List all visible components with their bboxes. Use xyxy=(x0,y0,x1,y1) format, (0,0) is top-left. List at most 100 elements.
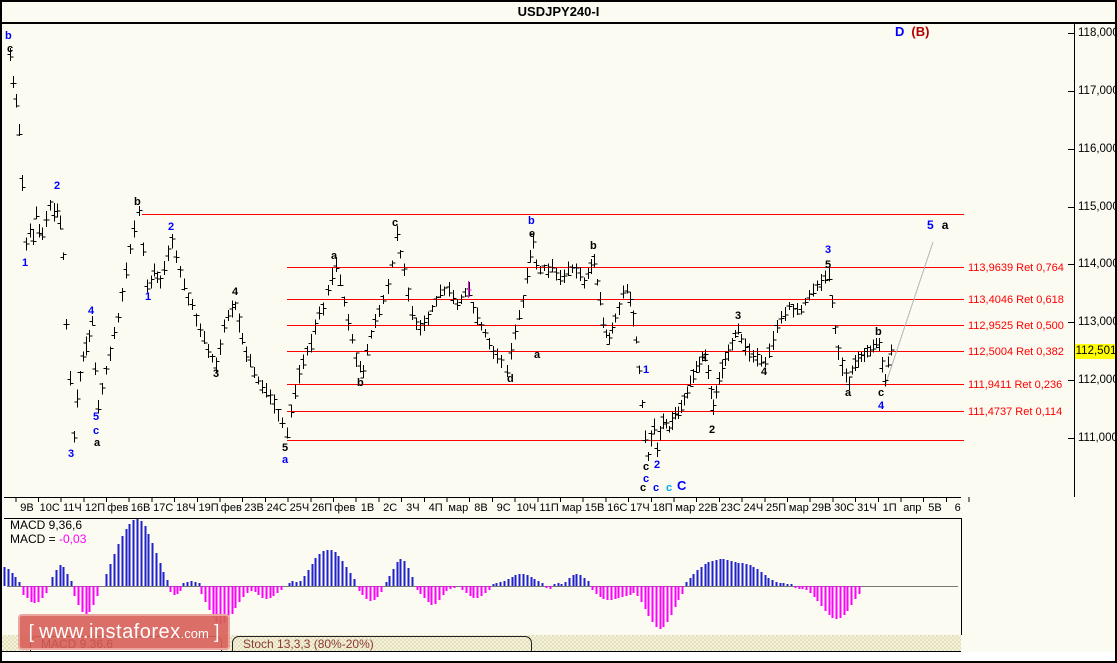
time-tick-label: 25Ч xyxy=(289,502,310,514)
logo-text: www.instaforex xyxy=(39,621,181,643)
price-tick-label: 116,000 xyxy=(1078,142,1117,155)
time-tick-label: 10Ч xyxy=(516,502,537,514)
time-tick-label: 31Ч xyxy=(857,502,877,514)
time-tick-label: 22В xyxy=(698,502,718,514)
price-axis-ticks xyxy=(1068,33,1074,439)
bottom-strip xyxy=(2,652,1115,661)
wave-label: c xyxy=(7,43,14,55)
wave-label: 3 xyxy=(213,368,220,380)
wave-label: 4 xyxy=(761,366,768,378)
price-tick-label: 118,000 xyxy=(1078,26,1117,39)
time-tick-label: 9С xyxy=(496,502,511,514)
time-tick-label: 18П xyxy=(652,502,673,514)
time-tick-label: 26П xyxy=(312,502,333,514)
time-tick-label: 10С xyxy=(39,502,60,514)
time-tick-label: 17С xyxy=(153,502,174,514)
time-tick-label: 12П xyxy=(85,502,106,514)
wave-label: 1 xyxy=(643,364,650,376)
time-tick-label: 5В xyxy=(928,502,942,514)
time-tick-label: 11П xyxy=(539,502,559,514)
wave-label: b xyxy=(590,240,597,252)
time-tick-label: 23С xyxy=(720,502,741,514)
time-tick-label: 16С xyxy=(607,502,628,514)
degree-wave-d: D xyxy=(895,24,905,39)
wave-label: b xyxy=(357,377,364,389)
wave-label: c xyxy=(392,217,399,229)
time-tick-label: мар xyxy=(675,502,696,514)
fib-level-label: 112,5004 Ret 0,382 xyxy=(968,345,1064,358)
time-tick-label: мар xyxy=(448,502,469,514)
indicator-tab-strip xyxy=(2,635,961,652)
price-tick-label: 114,000 xyxy=(1078,257,1117,270)
instaforex-watermark: [ www.instaforex.com ] xyxy=(18,614,230,650)
time-axis-ticks xyxy=(15,497,970,502)
price-tick-label: 115,000 xyxy=(1078,200,1117,213)
tab-stochastic[interactable]: Stoch 13,3,3 (80%-20%) xyxy=(232,636,532,651)
time-tick-label: 24Ч xyxy=(743,502,764,514)
wave-label: b xyxy=(528,215,535,227)
wave-label: b xyxy=(875,326,882,338)
time-tick-label: мар xyxy=(788,502,809,514)
wave-label: a xyxy=(94,437,101,449)
time-tick-label: 1П xyxy=(882,502,897,514)
wave-label: 2 xyxy=(709,424,716,436)
wave-label: c xyxy=(666,482,673,494)
time-tick-label: 4П xyxy=(428,502,443,514)
wave-label: a xyxy=(534,349,541,361)
time-tick-label: фев xyxy=(107,502,129,514)
window-title: USDJPY240-I xyxy=(2,2,1115,24)
price-tick-label: 112,000 xyxy=(1078,373,1117,386)
wave-label: 3 xyxy=(735,310,742,322)
projection-line xyxy=(884,241,934,387)
time-tick-label: 6 xyxy=(954,502,961,514)
wave-label: 1 xyxy=(145,291,152,303)
wave-label: 4 xyxy=(88,305,95,317)
time-tick-label: 3Ч xyxy=(406,502,420,514)
time-tick-label: 17Ч xyxy=(630,502,650,514)
wave-label: d xyxy=(507,373,514,385)
time-tick-label: мар xyxy=(561,502,582,514)
ohlc-price-bars xyxy=(7,47,895,461)
wave-label: c xyxy=(93,425,100,437)
macd-params-label: MACD 9,36,6 xyxy=(10,518,83,532)
wave-label: 5 xyxy=(282,442,289,454)
degree-label: D (B) xyxy=(895,24,929,39)
time-tick-label: 30С xyxy=(834,502,855,514)
wave-label: a xyxy=(282,454,289,466)
macd-value-number: -0,03 xyxy=(59,532,87,546)
wave-label: c xyxy=(640,482,647,494)
wave-label: 3 xyxy=(825,244,832,256)
fib-level-label: 111,4737 Ret 0,114 xyxy=(968,405,1063,418)
projection-wave-5: 5 xyxy=(927,218,934,232)
wave-label: 3 xyxy=(68,448,75,460)
wave-label: c xyxy=(653,482,660,494)
wave-label: c xyxy=(878,387,885,399)
macd-value-label: MACD = -0,03 xyxy=(10,532,86,546)
time-tick-label: 11Ч xyxy=(63,502,82,514)
wave-label: C xyxy=(677,478,687,493)
wave-label: 1 xyxy=(702,352,709,364)
time-tick-label: 2С xyxy=(383,502,398,514)
time-tick-label: 29В xyxy=(811,502,832,514)
time-tick-label: 25П xyxy=(766,502,787,514)
time-tick-label: 23В xyxy=(244,502,264,514)
fib-level-label: 111,9411 Ret 0,236 xyxy=(968,378,1063,391)
price-tick-label: 113,000 xyxy=(1078,315,1117,328)
wave-label: 5 xyxy=(825,259,832,271)
time-tick-label: 24С xyxy=(266,502,287,514)
wave-label: b xyxy=(134,196,141,208)
macd-value-prefix: MACD = xyxy=(10,532,60,546)
wave-label: 5 xyxy=(93,411,100,423)
logo-bracket-open: [ xyxy=(28,622,40,643)
time-tick-label: 8В xyxy=(474,502,488,514)
degree-wave-b: (B) xyxy=(911,24,930,39)
time-tick-label: 18Ч xyxy=(176,502,196,514)
wave-label: 2 xyxy=(54,180,61,192)
macd-bars-positive xyxy=(3,519,793,586)
wave-label: 2 xyxy=(168,221,175,233)
projection-wave-a: a xyxy=(941,218,949,232)
wave-label: c xyxy=(643,473,650,485)
